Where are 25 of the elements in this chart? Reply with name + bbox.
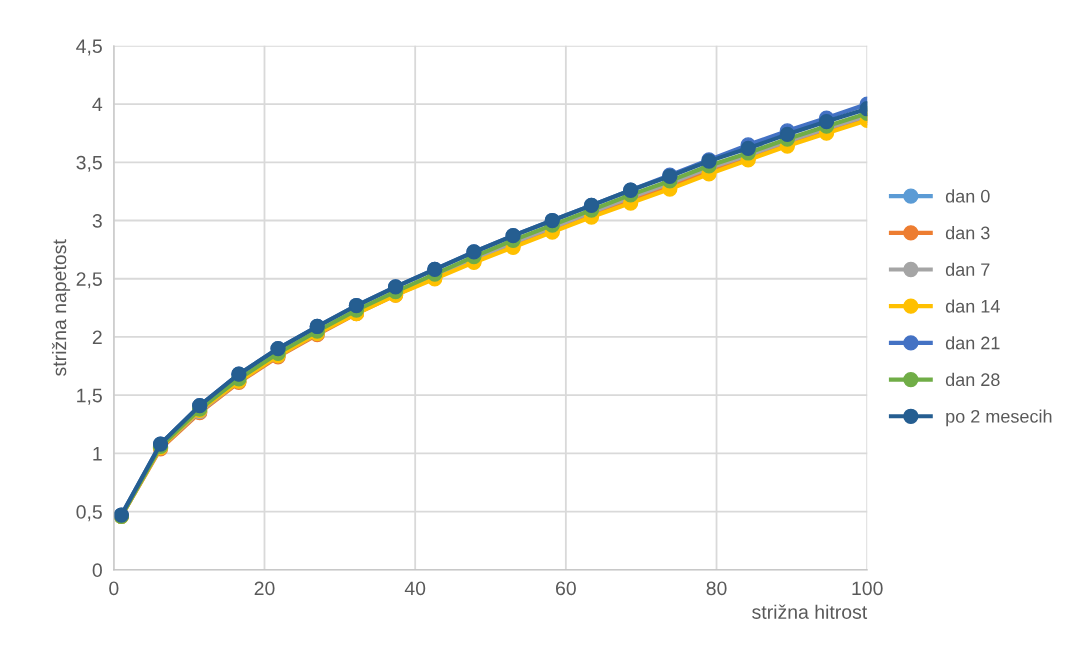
legend-label: dan 28 <box>945 372 1000 387</box>
y-axis-title: strižna napetost <box>51 239 71 376</box>
y-tick-label: 2 <box>92 330 102 345</box>
y-tick-label: 0 <box>92 563 102 578</box>
legend-label: dan 14 <box>945 299 1000 313</box>
x-tick-label: 0 <box>109 581 119 596</box>
x-tick-label: 40 <box>404 581 426 596</box>
y-tick-label: 1 <box>93 447 102 461</box>
y-tick-label: 0,5 <box>76 505 102 522</box>
y-tick-label: 2,5 <box>76 272 102 289</box>
legend-label: po 2 mesecih <box>946 409 1052 427</box>
y-tick-label: 1,5 <box>77 388 102 405</box>
legend-label: dan 3 <box>945 226 990 240</box>
x-tick-label: 60 <box>556 581 576 596</box>
x-tick-label: 100 <box>852 581 883 596</box>
y-tick-label: 4 <box>92 97 103 112</box>
y-tick-label: 4,5 <box>76 39 102 56</box>
x-axis-title: strižna hitrost <box>752 604 868 619</box>
y-tick-label: 3 <box>92 213 102 228</box>
x-tick-label: 80 <box>706 581 727 596</box>
legend-label: dan 21 <box>945 336 1000 350</box>
legend-label: dan 7 <box>945 262 990 276</box>
y-tick-label: 3,5 <box>76 155 102 172</box>
x-tick-label: 20 <box>254 581 275 596</box>
legend-label: dan 0 <box>945 189 990 203</box>
